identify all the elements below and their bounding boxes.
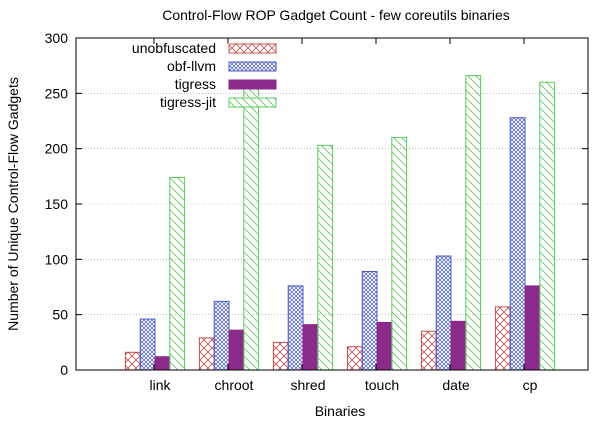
bar-tigress-jit-shred: [317, 144, 334, 371]
x-tick-label: link: [149, 377, 171, 393]
x-axis-label: Binaries: [315, 403, 366, 419]
bar-tigress-jit-date: [465, 75, 482, 371]
x-tick-label: chroot: [215, 377, 254, 393]
legend-label: tigress-jit: [160, 94, 216, 110]
bar-tigress-chroot: [228, 329, 245, 371]
legend: unobfuscated obf-llvm tigress tigress-jit: [132, 40, 277, 110]
legend-swatch-obf-llvm: [228, 61, 277, 72]
bar-unobfuscated-date: [420, 330, 437, 371]
bar-tigress-jit-chroot: [243, 82, 260, 371]
bar-obf-llvm-cp: [509, 117, 526, 371]
x-tick-label: cp: [523, 377, 538, 393]
bar-tigress-jit-cp: [539, 81, 556, 371]
legend-label: tigress: [175, 76, 216, 92]
bar-unobfuscated-chroot: [198, 337, 215, 371]
plot-frame: [75, 37, 589, 371]
x-tick-label: shred: [290, 377, 325, 393]
x-tick-label: touch: [365, 377, 399, 393]
legend-swatch-unobfuscated: [228, 43, 277, 54]
legend-label: obf-llvm: [167, 58, 216, 74]
legend-swatch-tigress: [228, 79, 277, 90]
bar-tigress-touch: [376, 321, 393, 371]
bar-obf-llvm-date: [435, 255, 452, 371]
x-tick-label: date: [442, 377, 469, 393]
bar-unobfuscated-link: [124, 351, 141, 371]
bar-obf-llvm-link: [139, 318, 156, 371]
bar-tigress-date: [450, 320, 467, 371]
bar-unobfuscated-cp: [494, 306, 511, 371]
bar-tigress-link: [154, 356, 171, 371]
y-tick-label: 150: [45, 196, 69, 212]
bar-obf-llvm-chroot: [213, 300, 230, 371]
bar-unobfuscated-shred: [272, 341, 289, 371]
bar-tigress-jit-touch: [391, 137, 408, 371]
bar-tigress-cp: [524, 285, 541, 371]
y-tick-label: 50: [52, 307, 68, 323]
legend-swatch-tigress-jit: [228, 97, 277, 108]
y-tick-label: 300: [45, 30, 69, 46]
y-axis-label: Number of Unique Control-Flow Gadgets: [5, 77, 21, 331]
y-tick-label: 200: [45, 141, 69, 157]
bar-obf-llvm-shred: [287, 285, 304, 371]
legend-label: unobfuscated: [132, 40, 216, 56]
bar-unobfuscated-touch: [346, 346, 363, 371]
bar-tigress-shred: [302, 324, 319, 371]
chart-title: Control-Flow ROP Gadget Count - few core…: [162, 7, 510, 23]
bar-obf-llvm-touch: [361, 271, 378, 371]
y-tick-label: 250: [45, 85, 69, 101]
y-tick-label: 0: [60, 362, 68, 378]
bar-tigress-jit-link: [169, 176, 186, 371]
y-tick-label: 100: [45, 251, 69, 267]
